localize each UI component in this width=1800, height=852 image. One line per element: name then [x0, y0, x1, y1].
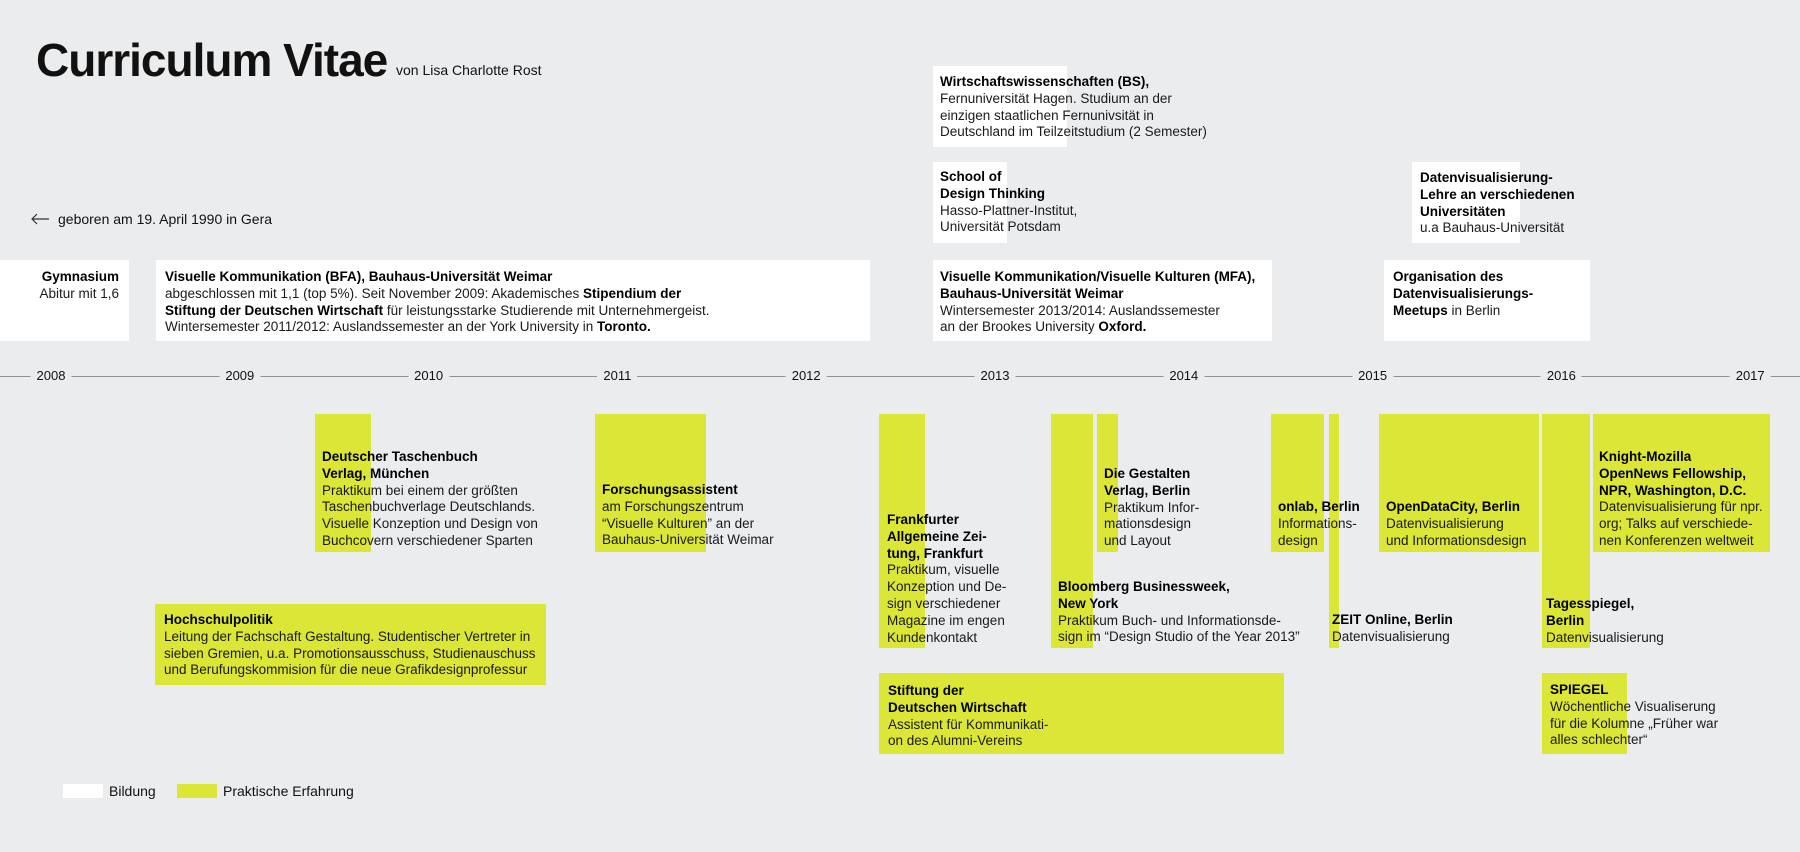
bar-knight [1593, 414, 1770, 552]
year-tick-2009: 2009 [219, 368, 261, 384]
birth-text: geboren am 19. April 1990 in Gera [58, 211, 273, 227]
bar-onlab [1271, 414, 1324, 552]
bar-mfa [933, 260, 1272, 341]
bar-hochschulpolitik [155, 604, 546, 685]
entry-bfa: Visuelle Kommunikation (BFA), Bauhaus-Un… [165, 269, 710, 335]
year-tick-2010: 2010 [408, 368, 450, 384]
bar-dtv [315, 414, 371, 552]
year-tick-2013: 2013 [974, 368, 1016, 384]
year-tick-2014: 2014 [1163, 368, 1205, 384]
entry-design-thinking: School of Design Thinking Hasso-Plattner… [940, 169, 1078, 235]
bar-meetups [1384, 260, 1590, 341]
entry-mfa: Visuelle Kommunikation/Visuelle Kulturen… [940, 269, 1256, 335]
bar-odc [1379, 414, 1539, 552]
bar-design-thinking [933, 162, 1007, 243]
entry-hochschulpolitik: Hochschulpolitik Leitung der Fachschaft … [164, 612, 536, 678]
entry-sdw: Stiftung der Deutschen Wirtschaft Assist… [888, 683, 1049, 749]
year-tick-2017: 2017 [1729, 368, 1771, 384]
legend-label-praxis: Praktische Erfahrung [223, 783, 354, 799]
bar-tagesspiegel [1542, 414, 1590, 648]
bar-sdw [879, 673, 1284, 754]
entry-dtv: Deutscher Taschenbuch Verlag, München Pr… [322, 449, 538, 548]
page-subtitle: von Lisa Charlotte Rost [396, 62, 542, 78]
entry-knight: Knight-Mozilla OpenNews Fellowship, NPR,… [1599, 449, 1763, 548]
legend-swatch-praxis [177, 784, 217, 798]
entry-onlab: onlab, Berlin Informations- design [1278, 499, 1360, 548]
birth-note: geboren am 19. April 1990 in Gera [30, 211, 272, 227]
bar-bloomberg [1051, 414, 1093, 648]
bar-zeit [1329, 414, 1339, 648]
entry-gestalten: Die Gestalten Verlag, Berlin Praktikum I… [1104, 466, 1200, 549]
page-title: Curriculum Vitae [36, 34, 388, 86]
bar-gestalten [1097, 414, 1118, 552]
legend-label-bildung: Bildung [109, 783, 156, 799]
entry-spiegel: SPIEGEL Wöchentliche Visualiserung für d… [1550, 682, 1719, 748]
entry-meetups: Organisation des Datenvisualisierungs- M… [1393, 269, 1534, 318]
entry-forschung: Forschungsassistent am Forschungszentrum… [602, 482, 774, 548]
legend-swatch-bildung [63, 784, 103, 798]
entry-wiwi: Wirtschaftswissenschaften (BS), Fernuniv… [940, 74, 1207, 140]
year-tick-2008: 2008 [30, 368, 72, 384]
entry-odc: OpenDataCity, Berlin Datenvisualisierung… [1386, 499, 1527, 548]
year-tick-2012: 2012 [785, 368, 827, 384]
bar-gymnasium [0, 260, 129, 341]
bar-bfa [156, 260, 870, 341]
bar-forschung [595, 414, 706, 552]
entry-lehre: Datenvisualisierung- Lehre an verschiede… [1420, 170, 1575, 236]
bar-wiwi [933, 66, 1067, 147]
year-tick-2015: 2015 [1352, 368, 1394, 384]
timeline-axis [0, 376, 1800, 377]
bar-spiegel [1542, 673, 1627, 754]
bar-lehre [1412, 162, 1520, 243]
arrow-left-icon [31, 213, 49, 225]
entry-bloomberg: Bloomberg Businessweek, New York Praktik… [1058, 579, 1300, 645]
bar-faz [879, 414, 925, 648]
entry-tagesspiegel: Tagesspiegel, Berlin Datenvisualisierung [1546, 596, 1664, 645]
year-tick-2011: 2011 [597, 368, 638, 384]
entry-gymnasium: Gymnasium Abitur mit 1,6 [39, 269, 119, 301]
entry-faz: Frankfurter Allgemeine Zei- tung, Frankf… [887, 512, 1007, 645]
entry-zeit: ZEIT Online, Berlin Datenvisualisierung [1332, 612, 1453, 644]
year-tick-2016: 2016 [1540, 368, 1582, 384]
